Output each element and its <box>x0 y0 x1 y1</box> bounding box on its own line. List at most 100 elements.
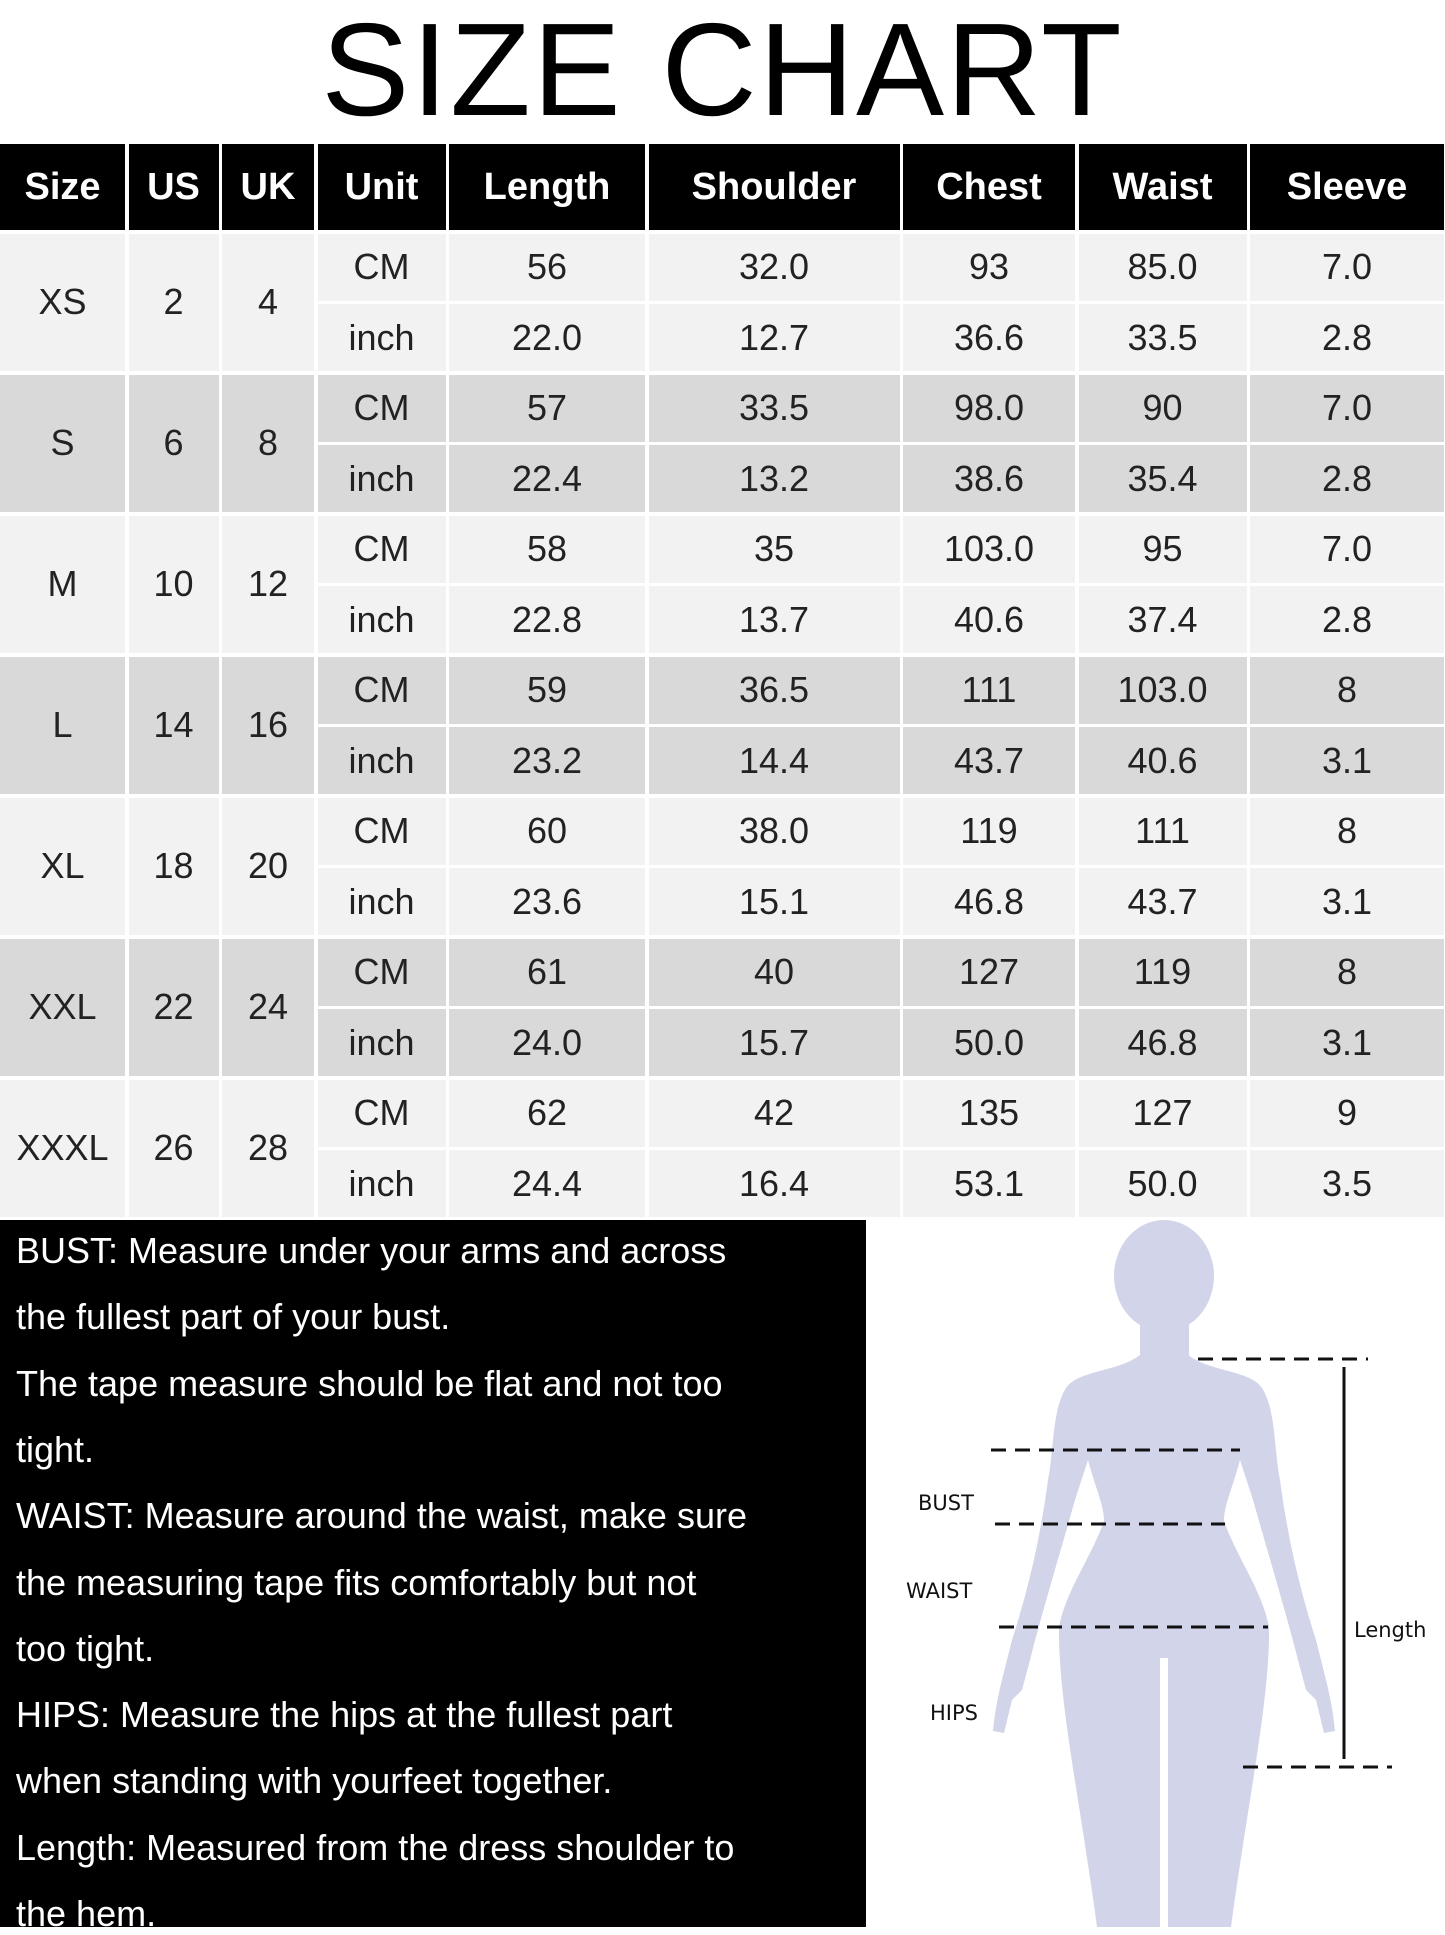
measurement-cell: 14.4 <box>648 727 900 794</box>
column-header: Sleeve <box>1250 144 1444 230</box>
measurement-cell: 53.1 <box>903 1150 1075 1217</box>
measurement-cell: 3.1 <box>1250 727 1444 794</box>
us-size-cell: 10 <box>128 515 219 653</box>
us-size-cell: 18 <box>128 797 219 935</box>
column-header: Shoulder <box>648 144 900 230</box>
measurement-cell: 32.0 <box>648 233 900 301</box>
measurement-cell: 119 <box>903 797 1075 865</box>
measurement-cell: 59 <box>449 656 645 724</box>
measurement-cell: 24.4 <box>449 1150 645 1217</box>
measurement-cell: 12.7 <box>648 304 900 371</box>
measurement-cell: 103.0 <box>903 515 1075 583</box>
instruction-line: The tape measure should be flat and not … <box>16 1362 723 1404</box>
uk-size-cell: 16 <box>222 656 314 794</box>
measurement-cell: 2.8 <box>1250 445 1444 512</box>
measurement-cell: 111 <box>1078 797 1247 865</box>
measurement-cell: 13.2 <box>648 445 900 512</box>
unit-cell: CM <box>317 938 446 1006</box>
column-header: Size <box>0 144 125 230</box>
measurement-cell: 50.0 <box>1078 1150 1247 1217</box>
measurement-cell: 60 <box>449 797 645 865</box>
instruction-line: the fullest part of your bust. <box>16 1296 451 1338</box>
unit-cell: CM <box>317 374 446 442</box>
measurement-cell: 98.0 <box>903 374 1075 442</box>
measurement-cell: 16.4 <box>648 1150 900 1217</box>
measurement-cell: 23.6 <box>449 868 645 935</box>
measurement-cell: 103.0 <box>1078 656 1247 724</box>
unit-cell: CM <box>317 656 446 724</box>
measurement-cell: 22.4 <box>449 445 645 512</box>
bust-label: BUST <box>918 1491 974 1515</box>
us-size-cell: 14 <box>128 656 219 794</box>
body-silhouette <box>993 1220 1335 1927</box>
size-cell: XXXL <box>0 1079 125 1217</box>
measurement-cell: 36.6 <box>903 304 1075 371</box>
measurement-cell: 2.8 <box>1250 304 1444 371</box>
measurement-cell: 3.1 <box>1250 1009 1444 1076</box>
measurement-cell: 37.4 <box>1078 586 1247 653</box>
measurement-cell: 24.0 <box>449 1009 645 1076</box>
size-chart-table: Size US UK Unit Length Shoulder Chest Waist Slee… <box>0 144 1445 1220</box>
measurement-cell: 40.6 <box>1078 727 1247 794</box>
unit-cell: CM <box>317 233 446 301</box>
measurement-cell: 90 <box>1078 374 1247 442</box>
instruction-line: the hem. <box>16 1893 157 1934</box>
column-header: UK <box>222 144 314 230</box>
page-title: SIZE CHART <box>321 0 1124 143</box>
unit-cell: CM <box>317 515 446 583</box>
measurement-cell: 23.2 <box>449 727 645 794</box>
us-size-cell: 6 <box>128 374 219 512</box>
measurement-cell: 2.8 <box>1250 586 1444 653</box>
instruction-line: too tight. <box>16 1627 155 1669</box>
instruction-line: the measuring tape fits comfortably but … <box>16 1561 697 1603</box>
hips-label: HIPS <box>930 1701 978 1725</box>
measurement-instructions: BUST: Measure under your arms and across… <box>0 1220 866 1934</box>
measurement-cell: 93 <box>903 233 1075 301</box>
measurement-cell: 46.8 <box>1078 1009 1247 1076</box>
measurement-cell: 43.7 <box>1078 868 1247 935</box>
unit-cell: inch <box>317 727 446 794</box>
measurement-cell: 8 <box>1250 938 1444 1006</box>
measurement-cell: 95 <box>1078 515 1247 583</box>
instruction-line: tight. <box>16 1428 95 1470</box>
measurement-cell: 50.0 <box>903 1009 1075 1076</box>
us-size-cell: 26 <box>128 1079 219 1217</box>
column-header: Unit <box>317 144 446 230</box>
measurement-cell: 58 <box>449 515 645 583</box>
measurement-cell: 35 <box>648 515 900 583</box>
us-size-cell: 22 <box>128 938 219 1076</box>
measurement-cell: 119 <box>1078 938 1247 1006</box>
unit-cell: inch <box>317 1150 446 1217</box>
unit-cell: inch <box>317 304 446 371</box>
size-cell: L <box>0 656 125 794</box>
size-cell: XS <box>0 233 125 371</box>
measurement-cell: 3.1 <box>1250 868 1444 935</box>
measurement-cell: 42 <box>648 1079 900 1147</box>
measurement-cell: 127 <box>1078 1079 1247 1147</box>
measurement-cell: 85.0 <box>1078 233 1247 301</box>
measurement-cell: 15.1 <box>648 868 900 935</box>
unit-cell: inch <box>317 445 446 512</box>
measurement-cell: 38.6 <box>903 445 1075 512</box>
us-size-cell: 2 <box>128 233 219 371</box>
uk-size-cell: 28 <box>222 1079 314 1217</box>
measurement-cell: 127 <box>903 938 1075 1006</box>
measurement-cell: 61 <box>449 938 645 1006</box>
uk-size-cell: 20 <box>222 797 314 935</box>
column-header: US <box>128 144 219 230</box>
measurement-cell: 8 <box>1250 656 1444 724</box>
size-cell: S <box>0 374 125 512</box>
column-header: Waist <box>1078 144 1247 230</box>
unit-cell: CM <box>317 1079 446 1147</box>
measurement-cell: 15.7 <box>648 1009 900 1076</box>
measurement-cell: 57 <box>449 374 645 442</box>
measurement-cell: 3.5 <box>1250 1150 1444 1217</box>
size-cell: XXL <box>0 938 125 1076</box>
column-header: Length <box>449 144 645 230</box>
instruction-line: WAIST: Measure around the waist, make su… <box>16 1495 747 1537</box>
measurement-cell: 7.0 <box>1250 515 1444 583</box>
measurement-cell: 56 <box>449 233 645 301</box>
waist-label: WAIST <box>906 1579 973 1603</box>
measurement-cell: 111 <box>903 656 1075 724</box>
measurement-cell: 33.5 <box>1078 304 1247 371</box>
